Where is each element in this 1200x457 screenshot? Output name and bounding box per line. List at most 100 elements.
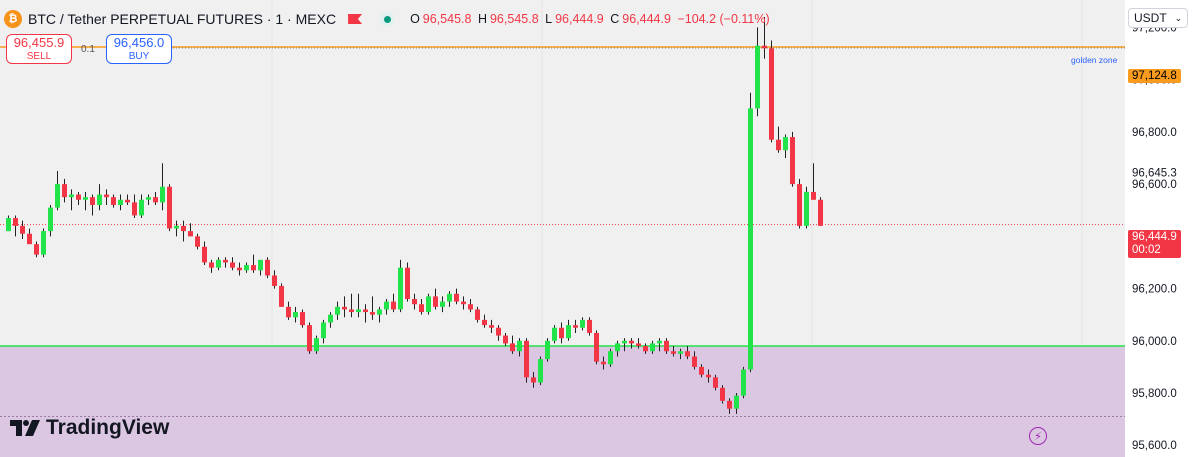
buy-price: 96,456.0 — [113, 35, 165, 50]
candle-body — [223, 259, 228, 263]
currency-select[interactable]: USDT ⌄ — [1128, 8, 1188, 28]
golden-zone-label: golden zone — [1071, 55, 1118, 65]
candle-body — [762, 45, 767, 49]
candle-body — [510, 343, 515, 352]
sell-price: 96,455.9 — [13, 35, 65, 50]
purple-zone — [0, 346, 1125, 457]
candle-body — [797, 184, 802, 226]
candle-body — [13, 218, 18, 226]
candle-body — [167, 186, 172, 229]
candle-body — [629, 340, 634, 344]
candle-body — [188, 231, 193, 237]
candle-body — [433, 296, 438, 307]
candle-body — [377, 309, 382, 315]
symbol-title[interactable]: BTC / Tether PERPETUAL FUTURES · 1 · MEX… — [28, 11, 337, 27]
candle-body — [69, 194, 74, 198]
candle-body — [342, 306, 347, 310]
candle-body — [489, 325, 494, 328]
candle-body — [685, 351, 690, 357]
flag-icon[interactable] — [348, 14, 363, 24]
candle-body — [741, 369, 746, 396]
candle-body — [55, 184, 60, 208]
high-label: H — [477, 12, 487, 26]
candle-body — [258, 259, 263, 271]
candle-body — [104, 194, 109, 198]
buy-button[interactable]: 96,456.0 BUY — [106, 34, 172, 64]
candle-body — [531, 377, 536, 383]
candle-body — [349, 309, 354, 313]
open-label: O — [410, 12, 420, 26]
candle-body — [251, 265, 256, 271]
candle-body — [657, 340, 662, 344]
candle-body — [713, 377, 718, 388]
candle-body — [20, 225, 25, 234]
price-tick-label: 95,600.0 — [1132, 440, 1177, 452]
candle-body — [426, 296, 431, 313]
lightning-icon[interactable]: ⚡ — [1029, 427, 1047, 445]
candle-body — [559, 327, 564, 339]
candle-body — [307, 325, 312, 352]
candle-body — [664, 340, 669, 352]
candle-body — [97, 194, 102, 205]
candle-body — [601, 361, 606, 365]
candle-body — [76, 194, 81, 200]
candle-body — [34, 244, 39, 255]
price-tick-label: 96,800.0 — [1132, 127, 1177, 139]
tradingview-logo[interactable]: TradingView — [10, 416, 169, 440]
candle-body — [160, 186, 165, 203]
candle-body — [272, 275, 277, 286]
candle-body — [195, 236, 200, 247]
candle-body — [174, 225, 179, 229]
candle-body — [6, 218, 11, 232]
candle-body — [475, 309, 480, 320]
buy-label: BUY — [128, 51, 150, 62]
candle-body — [363, 309, 368, 313]
candle-body — [587, 319, 592, 333]
candle-body — [706, 374, 711, 378]
candle-body — [111, 197, 116, 205]
close-label: C — [610, 12, 620, 26]
open-value: 96,545.8 — [422, 12, 472, 26]
countdown-value: 00:02 — [1132, 244, 1161, 256]
bitcoin-icon: ₿ — [4, 10, 22, 28]
market-status-icon[interactable] — [380, 12, 395, 26]
candle-body — [720, 387, 725, 401]
candle-body — [566, 325, 571, 339]
close-value: 96,444.9 — [622, 12, 671, 26]
candle-body — [608, 351, 613, 365]
candle-body — [727, 400, 732, 409]
candle-body — [62, 184, 67, 198]
candle-body — [552, 327, 557, 341]
branding-text: TradingView — [46, 416, 170, 439]
candle-body — [517, 340, 522, 352]
candle-body — [398, 267, 403, 310]
spread-value: 0.1 — [81, 44, 95, 55]
candle-body — [671, 351, 676, 354]
candle-body — [468, 304, 473, 310]
change-value: −104.2 (−0.11%) — [677, 12, 770, 26]
candle-body — [412, 299, 417, 305]
candle-body — [41, 231, 46, 255]
candle-body — [293, 312, 298, 318]
symbol-legend: ₿ BTC / Tether PERPETUAL FUTURES · 1 · M… — [0, 6, 773, 32]
candle-body — [328, 314, 333, 323]
candle-body — [27, 233, 32, 245]
price-tick-label: 97,200.0 — [1132, 22, 1177, 34]
candle-body — [146, 197, 151, 200]
low-value: 96,444.9 — [555, 12, 604, 26]
candle-body — [699, 366, 704, 375]
candle-body — [524, 340, 529, 378]
candle-body — [454, 293, 459, 302]
candle-body — [573, 325, 578, 328]
candle-body — [769, 48, 774, 140]
ohlc-values: O 96,545.8 H 96,545.8 L 96,444.9 C 96,444.9 … — [410, 12, 773, 26]
candle-body — [545, 340, 550, 360]
low-label: L — [545, 12, 553, 26]
candle-body — [370, 312, 375, 315]
candle-body — [209, 262, 214, 268]
candle-body — [482, 319, 487, 326]
sell-label: SELL — [26, 51, 52, 62]
sell-button[interactable]: 96,455.9 SELL — [6, 34, 72, 64]
crosshair-price-label: 96,645.3 — [1132, 167, 1177, 179]
